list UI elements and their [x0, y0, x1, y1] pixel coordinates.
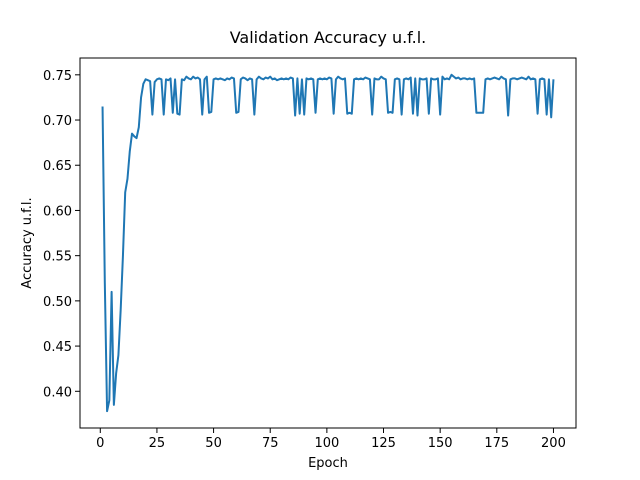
y-tick-label: 0.65	[43, 159, 72, 174]
x-tick-label: 50	[205, 436, 222, 451]
x-tick-label: 0	[96, 436, 104, 451]
x-tick-label: 175	[484, 436, 509, 451]
y-tick-label: 0.60	[43, 204, 72, 219]
x-tick-label: 125	[371, 436, 396, 451]
y-tick-label: 0.70	[43, 114, 72, 129]
plot-frame	[79, 57, 577, 429]
x-tick-label: 25	[149, 436, 166, 451]
y-tick-label: 0.55	[43, 250, 72, 265]
y-tick-label: 0.75	[43, 69, 72, 84]
x-axis-label: Epoch	[308, 456, 348, 471]
x-tick-label: 100	[314, 436, 339, 451]
data-line	[101, 73, 555, 413]
x-tick-label: 200	[541, 436, 566, 451]
chart-title: Validation Accuracy u.f.l.	[230, 28, 427, 47]
x-tick-label: 75	[262, 436, 279, 451]
y-axis-label: Accuracy u.f.l.	[20, 197, 35, 288]
y-tick-label: 0.40	[43, 385, 72, 400]
y-tick-label: 0.45	[43, 340, 72, 355]
x-tick-label: 150	[428, 436, 453, 451]
y-tick-label: 0.50	[43, 295, 72, 310]
